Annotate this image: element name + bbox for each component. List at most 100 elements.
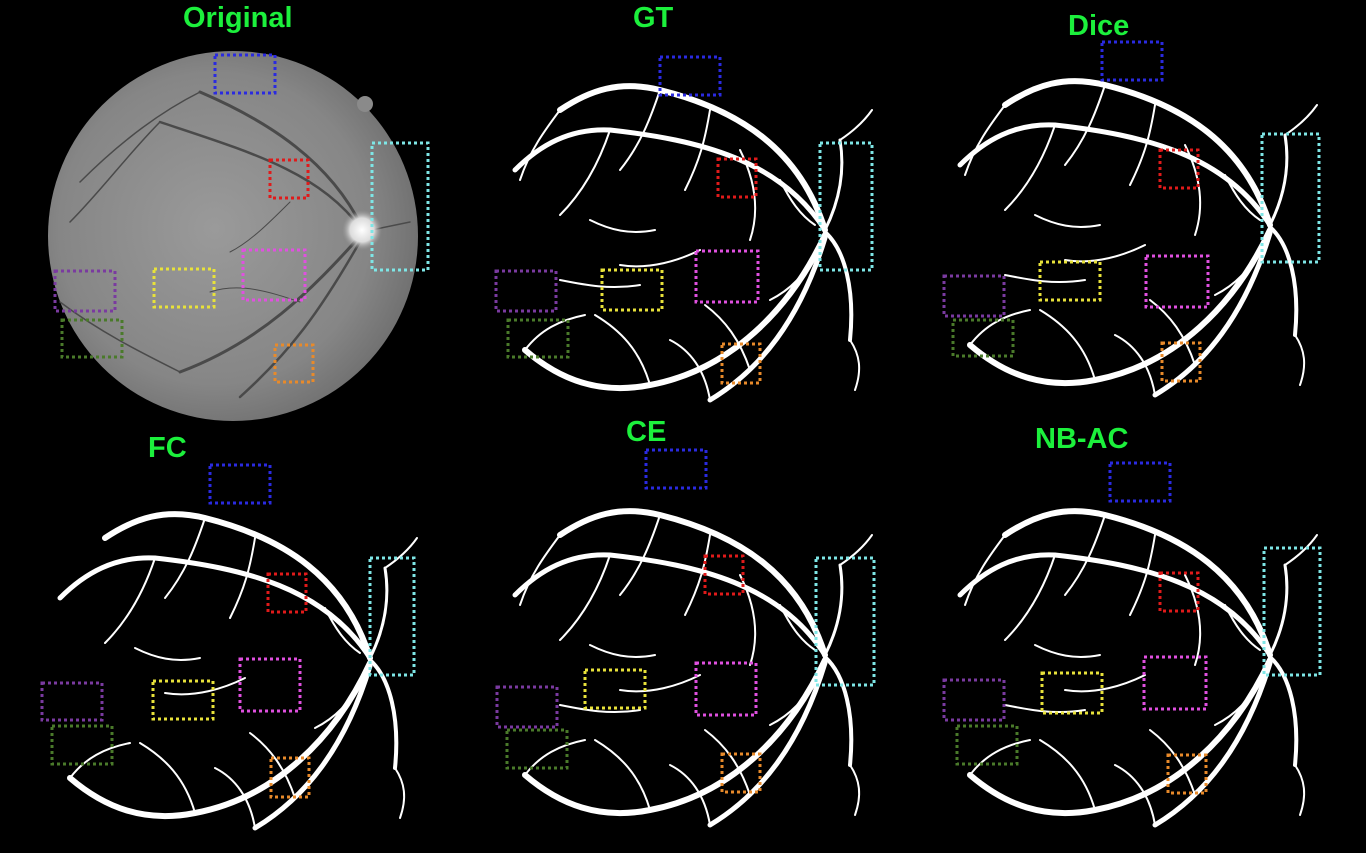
vessel-branch-8	[1184, 144, 1202, 236]
highlight-box-ce-green	[505, 728, 569, 770]
vessel-branch-12	[589, 644, 656, 658]
vessel-branch-14	[1284, 534, 1318, 566]
vessel-branch-6	[704, 729, 751, 796]
title-fc: FC	[148, 432, 187, 464]
vessel-branch-7	[69, 742, 131, 779]
vessel-branch-10	[779, 604, 816, 651]
vessel-branch-6	[704, 304, 751, 371]
vessel-trunk-1	[512, 127, 828, 233]
vessel-branch-11	[314, 677, 364, 729]
vessel-trunk-1	[957, 122, 1273, 228]
highlight-box-gt-purple	[494, 269, 558, 313]
vessel-branch-8	[1184, 574, 1202, 666]
vessel-trunk-5	[823, 563, 844, 657]
vessel-trunk-1	[957, 552, 1273, 658]
vessel-branch-14	[839, 534, 873, 566]
vessel-branch-12	[1034, 644, 1101, 658]
vessel-trunk-4	[823, 230, 854, 342]
vessel-branch-2	[1004, 124, 1056, 211]
highlight-box-fc-magenta	[238, 657, 302, 713]
vessel-branch-5	[1114, 764, 1156, 826]
vessel-branch-2	[559, 129, 611, 216]
vessel-branch-7	[969, 309, 1031, 346]
vessel-branch-4	[139, 742, 196, 814]
highlight-box-nbac-orange	[1166, 753, 1208, 795]
vessel-trunk-5	[368, 566, 389, 660]
vessel-branch-2	[104, 557, 156, 644]
vessel-branch-4	[1039, 739, 1096, 811]
vessel-branch-3	[519, 534, 561, 606]
highlight-box-gt-blue	[658, 55, 722, 97]
vessel-branch-2	[1004, 554, 1056, 641]
vessel-branch-6	[1149, 729, 1196, 796]
title-nbac: NB-AC	[1035, 423, 1129, 455]
vessel-branch-7	[969, 739, 1031, 776]
vessel-branch-0	[619, 89, 661, 171]
vessel-branch-12	[589, 219, 656, 233]
highlight-box-original-blue	[213, 53, 277, 95]
vessel-branch-2	[559, 554, 611, 641]
highlight-box-original-orange	[273, 343, 315, 384]
vessel-branch-4	[594, 314, 651, 386]
vessel-branch-4	[594, 739, 651, 811]
highlight-box-nbac-magenta	[1142, 655, 1208, 711]
vessel-trunk-3	[1152, 230, 1273, 398]
vessel-trunk-0	[557, 508, 828, 658]
vessel-branch-13	[1004, 704, 1086, 714]
vessel-map-ce	[512, 508, 873, 828]
vessel-branch-0	[164, 517, 206, 599]
vessel-branch-9	[1064, 244, 1146, 263]
vessel-branch-15	[849, 339, 861, 391]
vessel-trunk-3	[707, 235, 828, 403]
highlight-box-ce-purple	[495, 685, 559, 729]
vessel-branch-5	[669, 339, 711, 401]
highlight-box-ce-orange	[720, 752, 762, 794]
vessel-branch-13	[559, 704, 641, 714]
vessel-branch-13	[1004, 274, 1086, 284]
title-gt: GT	[633, 2, 674, 34]
vessel-branch-5	[214, 767, 256, 829]
vessel-trunk-2	[967, 227, 1273, 386]
highlight-box-ce-cyan	[814, 556, 876, 687]
vessel-trunk-4	[368, 658, 399, 770]
vessel-map-dice	[957, 78, 1318, 398]
vessel-branch-0	[1064, 84, 1106, 166]
vessel-trunk-1	[512, 552, 828, 658]
vessel-trunk-0	[557, 83, 828, 233]
vessel-trunk-2	[522, 232, 828, 391]
vessel-trunk-0	[1002, 508, 1273, 658]
highlight-box-original-red	[268, 158, 310, 200]
vessel-branch-15	[394, 767, 406, 819]
vessel-branch-13	[559, 279, 641, 289]
highlight-box-gt-green	[506, 318, 570, 359]
highlight-box-fc-yellow	[151, 679, 215, 721]
highlight-box-dice-orange	[1160, 341, 1202, 383]
vessel-trunk-3	[1152, 660, 1273, 828]
highlight-box-fc-blue	[208, 463, 272, 505]
vessel-branch-10	[779, 179, 816, 226]
vessel-branch-11	[1214, 674, 1264, 726]
vessel-branch-10	[1224, 174, 1261, 221]
highlight-box-nbac-yellow	[1040, 671, 1104, 715]
highlight-box-fc-green	[50, 724, 114, 766]
vessel-trunk-4	[823, 655, 854, 767]
vessel-trunk-2	[967, 657, 1273, 816]
vessel-branch-11	[769, 674, 819, 726]
vessel-branch-12	[1034, 214, 1101, 228]
vessel-branch-15	[1294, 764, 1306, 816]
vessel-branch-3	[964, 534, 1006, 606]
vessel-branch-10	[1224, 604, 1261, 651]
vessel-branch-11	[769, 249, 819, 301]
highlight-box-gt-magenta	[694, 249, 760, 304]
vessel-branch-15	[1294, 334, 1306, 386]
vessel-branch-15	[849, 764, 861, 816]
vessel-trunk-5	[823, 138, 844, 232]
highlight-box-nbac-red	[1158, 571, 1200, 613]
vessel-trunk-1	[57, 555, 373, 661]
vessel-branch-5	[669, 764, 711, 826]
vessel-branch-9	[164, 677, 246, 696]
vessel-branch-0	[1064, 514, 1106, 596]
vessel-branch-6	[1149, 299, 1196, 366]
highlight-box-fc-orange	[269, 756, 311, 799]
highlight-box-original-magenta	[241, 248, 307, 302]
